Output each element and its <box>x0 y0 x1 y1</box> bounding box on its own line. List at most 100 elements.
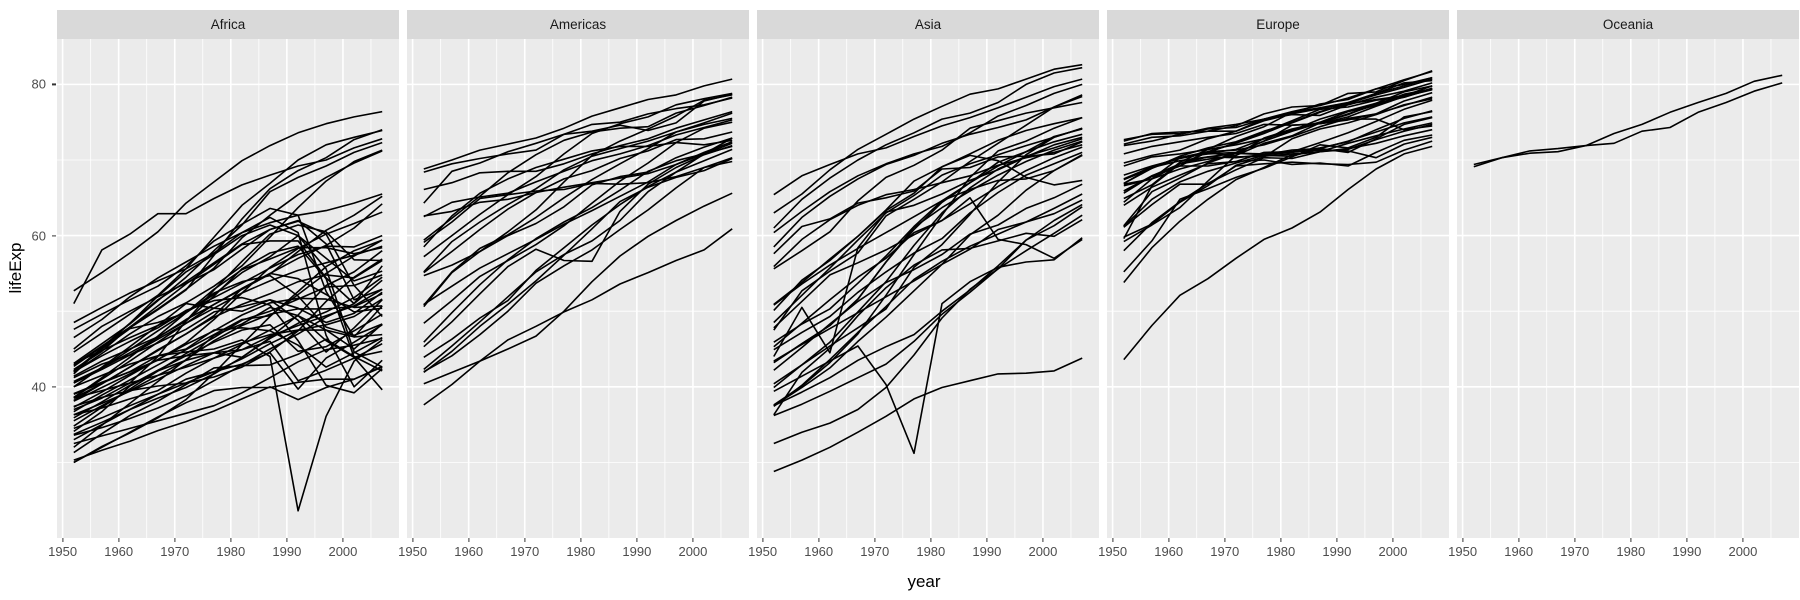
series-line <box>1123 145 1433 361</box>
series-line <box>423 78 733 170</box>
x-tick-label: 1970 <box>160 544 190 559</box>
x-tick-label: 1950 <box>748 544 778 559</box>
x-tick-label: 1970 <box>1560 544 1590 559</box>
x-tick-mark <box>1742 538 1744 542</box>
series-line <box>73 129 383 353</box>
x-axis-ticks: 1950 1960 1970 1980 1990 2000 <box>398 538 749 564</box>
series-line <box>1473 74 1783 168</box>
series-line <box>423 192 733 385</box>
x-tick-label: 1950 <box>1448 544 1478 559</box>
x-tick-mark <box>118 538 120 542</box>
x-tick-label: 1990 <box>1672 544 1702 559</box>
series-line <box>423 97 733 173</box>
series-line <box>1123 88 1433 167</box>
series-line <box>773 128 1083 343</box>
panel-canvas-asia <box>757 39 1099 538</box>
x-tick-mark <box>1336 538 1338 542</box>
series-line <box>423 96 733 241</box>
facet-strip-label: Asia <box>914 17 942 32</box>
x-tick-label: 2000 <box>1728 544 1758 559</box>
series-line <box>773 66 1083 229</box>
x-tick-label: 1970 <box>1210 544 1240 559</box>
series-line <box>773 193 1083 362</box>
series-line <box>1123 70 1433 142</box>
x-tick-mark <box>1518 538 1520 542</box>
facet-europe: Europe 1950 1960 1970 1980 1990 2000 <box>1098 10 1449 559</box>
facet-panel: 1950 1960 1970 1980 1990 2000 <box>1098 39 1449 559</box>
series-line <box>773 141 1083 255</box>
series-line <box>773 94 1083 331</box>
facet-panel: 1950 1960 1970 1980 1990 2000 <box>398 39 749 559</box>
series-line <box>773 63 1083 214</box>
x-tick-label: 1960 <box>804 544 834 559</box>
x-tick-mark <box>636 538 638 542</box>
facet-panel: 1950 1960 1970 1980 1990 2000 <box>1448 39 1799 559</box>
x-tick-label: 2000 <box>328 544 358 559</box>
plot-area: 40 60 80 Africa 1950 1960 1970 1980 1990 2000 Ame… <box>0 10 1799 559</box>
x-tick-mark <box>1224 538 1226 542</box>
x-tick-mark <box>342 538 344 542</box>
series-line <box>1123 91 1433 185</box>
series-line <box>73 298 383 388</box>
series-line <box>73 219 383 375</box>
series-line <box>423 139 733 248</box>
facet-strip: Americas <box>407 10 749 39</box>
series-line <box>423 156 733 373</box>
series-line <box>73 224 383 411</box>
series-line <box>773 206 1083 417</box>
facet-panel: 1950 1960 1970 1980 1990 2000 <box>48 39 399 559</box>
series-line <box>73 245 383 399</box>
y-tick-label: 40 <box>31 379 46 395</box>
series-line <box>773 146 1083 329</box>
x-axis-ticks: 1950 1960 1970 1980 1990 2000 <box>748 538 1099 564</box>
series-line <box>73 211 383 408</box>
series-line <box>73 239 383 464</box>
x-tick-label: 1980 <box>1616 544 1646 559</box>
facet-strip-label: Oceania <box>1602 17 1654 32</box>
x-tick-mark <box>1462 538 1464 542</box>
series-line <box>423 144 733 348</box>
series-line <box>423 137 733 308</box>
series-line <box>773 101 1083 270</box>
series-line <box>773 357 1083 473</box>
facet-asia: Asia 1950 1960 1970 1980 1990 2000 <box>748 10 1099 559</box>
series-line <box>73 239 383 413</box>
x-tick-label: 1970 <box>860 544 890 559</box>
series-line <box>423 112 733 306</box>
series-line <box>73 274 383 384</box>
series-line <box>423 148 733 358</box>
x-tick-label: 1960 <box>104 544 134 559</box>
series-line <box>423 160 733 244</box>
series-line <box>1123 99 1433 194</box>
series-line <box>73 216 383 388</box>
facet-strip: Africa <box>57 10 399 39</box>
x-tick-mark <box>1574 538 1576 542</box>
x-tick-label: 2000 <box>1028 544 1058 559</box>
x-tick-label: 1990 <box>622 544 652 559</box>
facet-panel: 1950 1960 1970 1980 1990 2000 <box>748 39 1099 559</box>
facet-strip: Oceania <box>1457 10 1799 39</box>
series-line <box>423 137 733 371</box>
x-tick-label: 1980 <box>916 544 946 559</box>
series-line <box>73 329 383 416</box>
facet-strip-label: Europe <box>1256 17 1300 32</box>
series-line <box>773 154 1083 407</box>
x-tick-mark <box>468 538 470 542</box>
facet-strip: Europe <box>1107 10 1449 39</box>
x-tick-mark <box>174 538 176 542</box>
x-tick-label: 1970 <box>510 544 540 559</box>
facet-row: Africa 1950 1960 1970 1980 1990 2000 Americas 19… <box>48 10 1799 559</box>
x-tick-label: 1960 <box>1504 544 1534 559</box>
x-tick-mark <box>230 538 232 542</box>
x-tick-mark <box>762 538 764 542</box>
x-tick-label: 1990 <box>272 544 302 559</box>
facet-africa: Africa 1950 1960 1970 1980 1990 2000 <box>48 10 399 559</box>
series-line <box>73 339 383 512</box>
facet-strip: Asia <box>757 10 1099 39</box>
series-line <box>773 219 1083 416</box>
x-tick-mark <box>818 538 820 542</box>
series-line <box>73 220 383 350</box>
x-tick-label: 1980 <box>1266 544 1296 559</box>
series-line <box>423 94 733 277</box>
